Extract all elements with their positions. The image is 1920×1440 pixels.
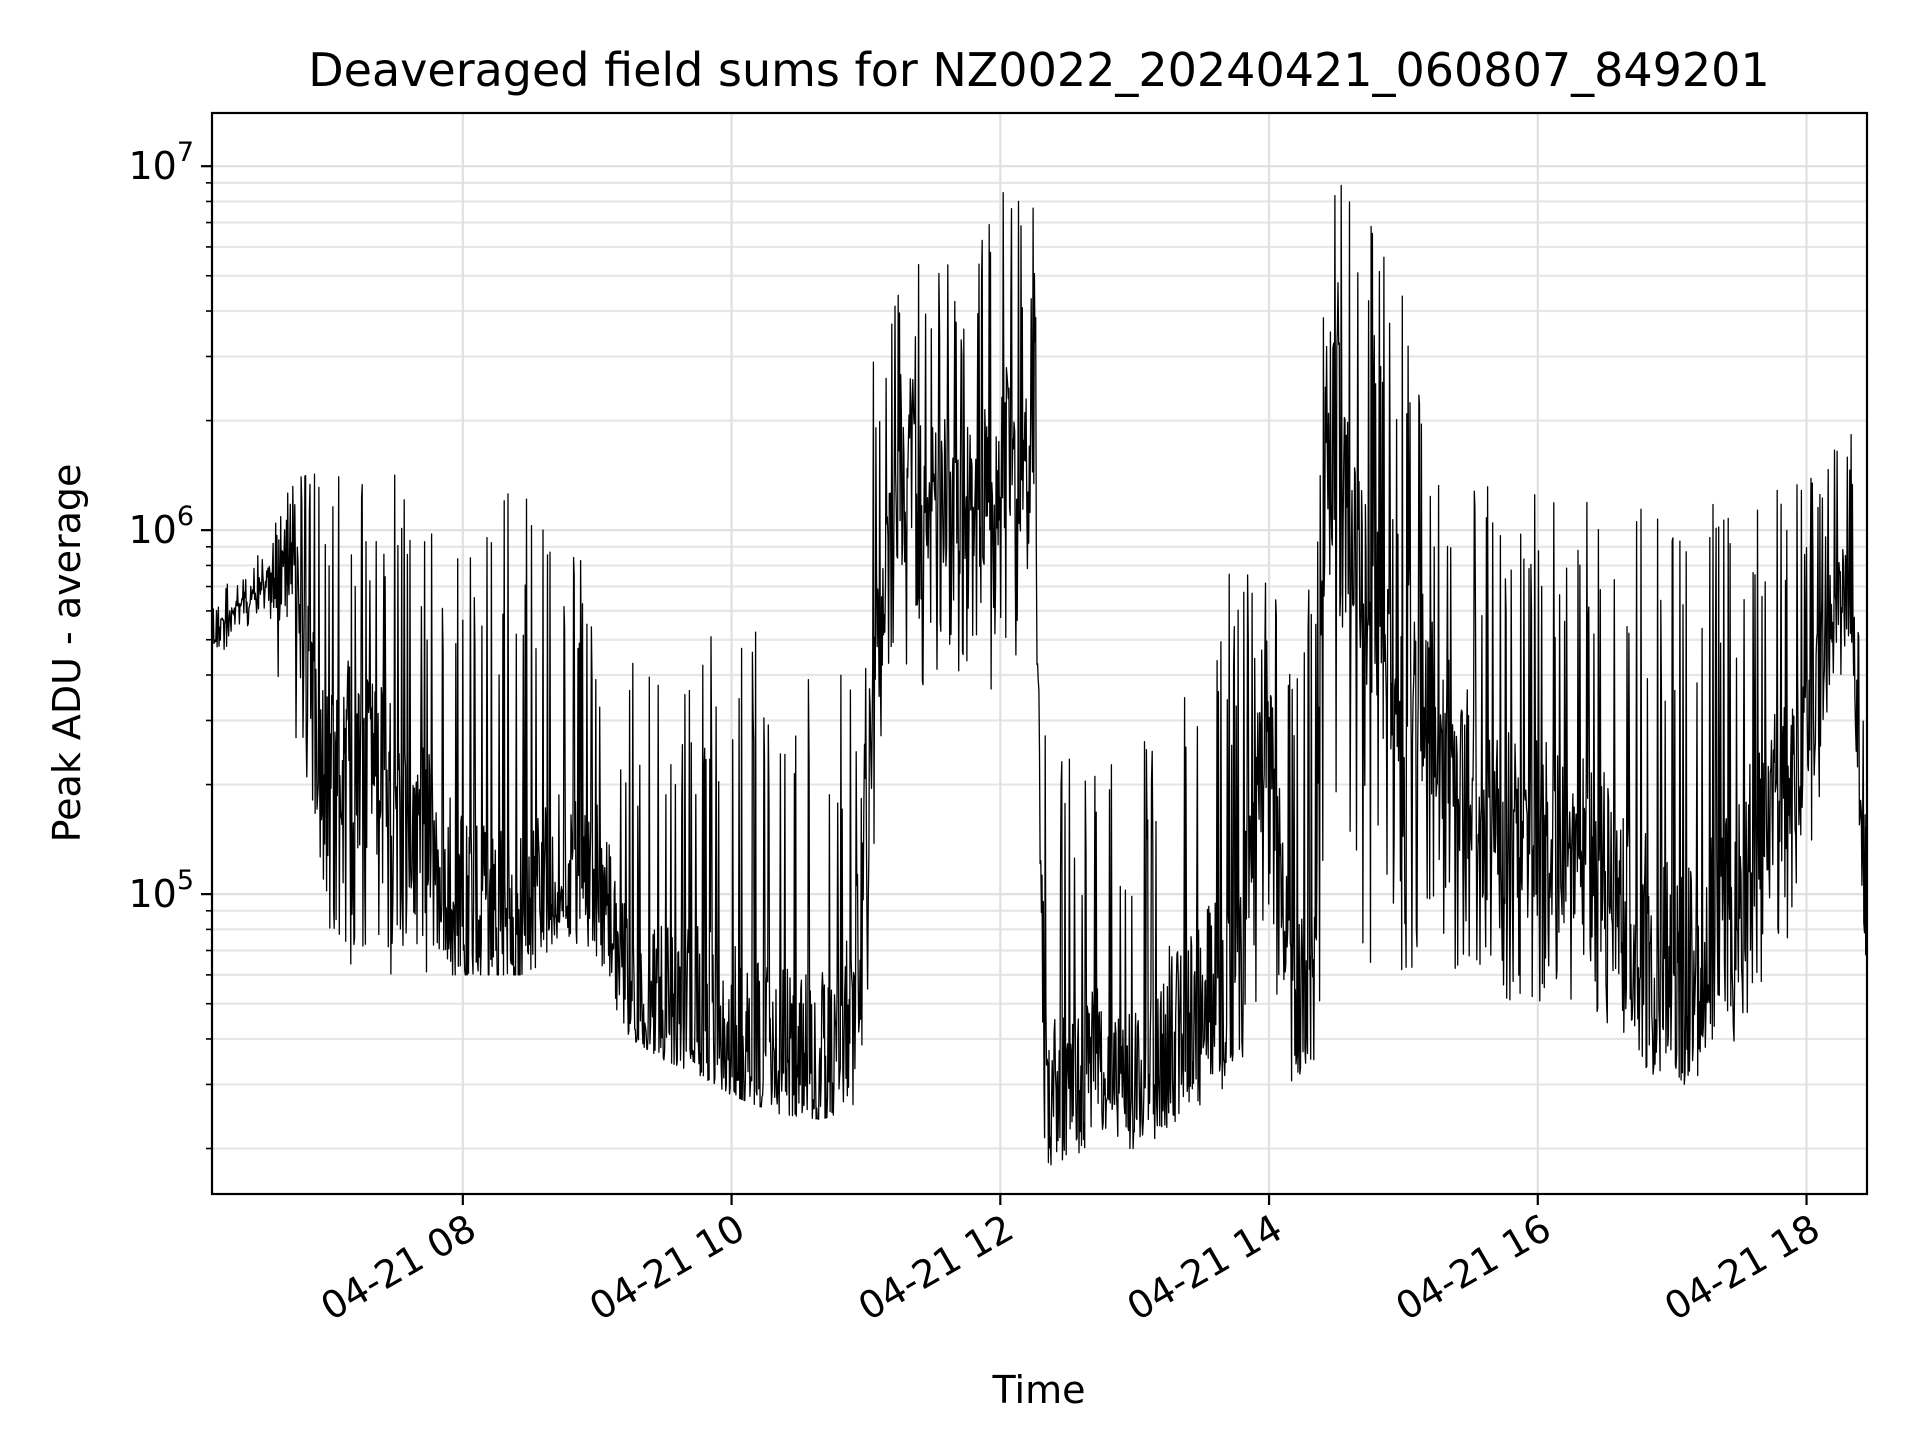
series-line	[211, 184, 1868, 1166]
series-layer	[211, 184, 1868, 1166]
chart-title: Deaveraged field sums for NZ0022_2024042…	[308, 43, 1769, 97]
y-tick-labels: 105 106 107	[128, 137, 194, 916]
x-axis-label: Time	[992, 1368, 1086, 1412]
y-tick-label: 106	[128, 501, 194, 552]
y-tick-label: 107	[128, 137, 194, 188]
y-axis-label: Peak ADU - average	[45, 464, 89, 843]
plot-frame	[210, 111, 1869, 1196]
y-tick-label: 105	[128, 865, 194, 916]
